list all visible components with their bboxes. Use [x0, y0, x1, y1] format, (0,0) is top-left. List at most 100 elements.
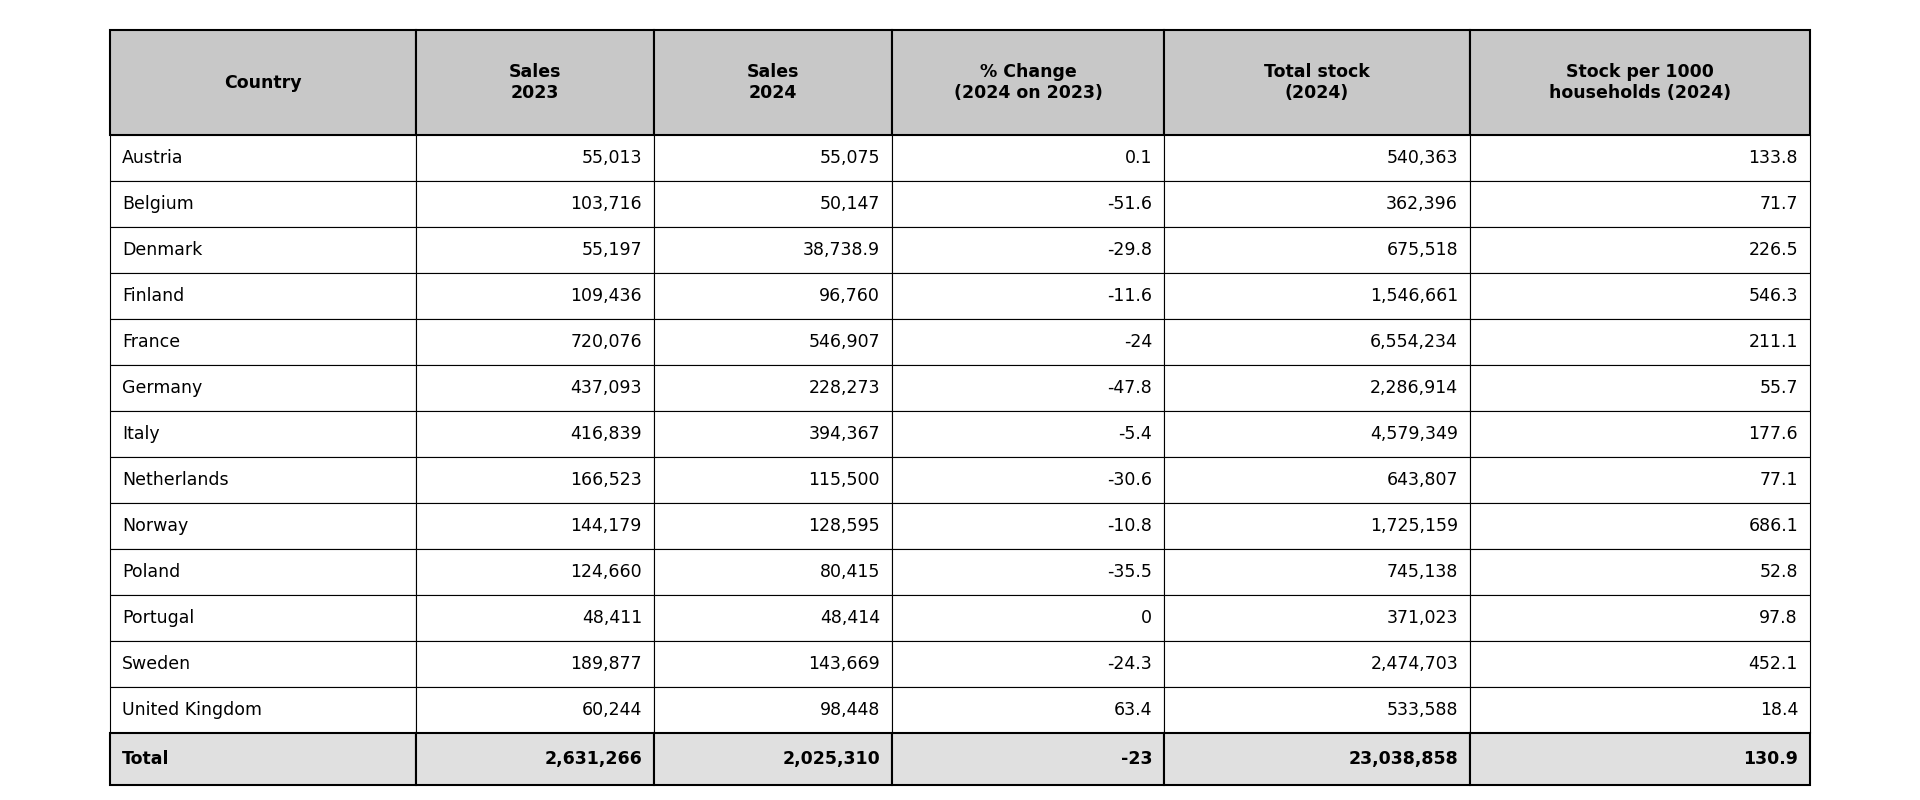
- Text: 55.7: 55.7: [1759, 379, 1797, 397]
- Bar: [893, 733, 1164, 785]
- Text: -10.8: -10.8: [1108, 517, 1152, 535]
- Text: -29.8: -29.8: [1108, 241, 1152, 259]
- Text: 177.6: 177.6: [1749, 425, 1797, 443]
- Bar: [1471, 641, 1811, 687]
- Bar: [655, 641, 893, 687]
- Text: 546.3: 546.3: [1749, 287, 1797, 305]
- Text: 0: 0: [1140, 609, 1152, 627]
- Text: -5.4: -5.4: [1117, 425, 1152, 443]
- Bar: [109, 273, 417, 319]
- Bar: [1164, 503, 1471, 549]
- Text: Denmark: Denmark: [123, 241, 202, 259]
- Bar: [417, 549, 655, 595]
- Bar: [655, 549, 893, 595]
- Text: 362,396: 362,396: [1386, 195, 1457, 213]
- Text: 55,075: 55,075: [820, 149, 879, 167]
- Bar: [109, 503, 417, 549]
- Bar: [417, 595, 655, 641]
- Text: Total stock
(2024): Total stock (2024): [1263, 63, 1369, 102]
- Text: 745,138: 745,138: [1386, 563, 1457, 581]
- Text: 97.8: 97.8: [1759, 609, 1797, 627]
- Text: Country: Country: [225, 74, 301, 91]
- Bar: [655, 227, 893, 273]
- Text: -51.6: -51.6: [1108, 195, 1152, 213]
- Text: Sweden: Sweden: [123, 655, 192, 673]
- Bar: [109, 365, 417, 411]
- Text: 52.8: 52.8: [1759, 563, 1797, 581]
- Text: 0.1: 0.1: [1125, 149, 1152, 167]
- Text: 228,273: 228,273: [808, 379, 879, 397]
- Text: Portugal: Portugal: [123, 609, 194, 627]
- Text: France: France: [123, 333, 180, 351]
- Text: Netherlands: Netherlands: [123, 471, 228, 489]
- Text: 416,839: 416,839: [570, 425, 641, 443]
- Text: -24: -24: [1123, 333, 1152, 351]
- Bar: [655, 687, 893, 733]
- Bar: [893, 273, 1164, 319]
- Bar: [1471, 549, 1811, 595]
- Text: 38,738.9: 38,738.9: [803, 241, 879, 259]
- Text: Finland: Finland: [123, 287, 184, 305]
- Bar: [1471, 733, 1811, 785]
- Bar: [1164, 135, 1471, 181]
- Text: Poland: Poland: [123, 563, 180, 581]
- Text: 23,038,858: 23,038,858: [1348, 750, 1457, 768]
- Bar: [1471, 411, 1811, 457]
- Text: 144,179: 144,179: [570, 517, 641, 535]
- Text: -47.8: -47.8: [1108, 379, 1152, 397]
- Bar: [417, 687, 655, 733]
- Bar: [893, 319, 1164, 365]
- Bar: [1164, 30, 1471, 135]
- Text: 71.7: 71.7: [1759, 195, 1797, 213]
- Text: 1,725,159: 1,725,159: [1369, 517, 1457, 535]
- Text: 437,093: 437,093: [570, 379, 641, 397]
- Text: -24.3: -24.3: [1108, 655, 1152, 673]
- Bar: [893, 687, 1164, 733]
- Text: Total: Total: [123, 750, 169, 768]
- Text: 48,414: 48,414: [820, 609, 879, 627]
- Bar: [417, 227, 655, 273]
- Bar: [1164, 227, 1471, 273]
- Bar: [1471, 595, 1811, 641]
- Bar: [655, 319, 893, 365]
- Bar: [893, 503, 1164, 549]
- Bar: [417, 319, 655, 365]
- Text: Austria: Austria: [123, 149, 184, 167]
- Bar: [893, 549, 1164, 595]
- Text: 2,474,703: 2,474,703: [1371, 655, 1457, 673]
- Bar: [655, 365, 893, 411]
- Text: 60,244: 60,244: [582, 701, 641, 719]
- Text: Germany: Germany: [123, 379, 202, 397]
- Bar: [109, 135, 417, 181]
- Bar: [655, 595, 893, 641]
- Text: 1,546,661: 1,546,661: [1369, 287, 1457, 305]
- Text: 103,716: 103,716: [570, 195, 641, 213]
- Bar: [417, 135, 655, 181]
- Text: -35.5: -35.5: [1108, 563, 1152, 581]
- Bar: [1471, 30, 1811, 135]
- Bar: [893, 135, 1164, 181]
- Text: 55,197: 55,197: [582, 241, 641, 259]
- Bar: [893, 181, 1164, 227]
- Text: Stock per 1000
households (2024): Stock per 1000 households (2024): [1549, 63, 1732, 102]
- Bar: [417, 181, 655, 227]
- Text: 96,760: 96,760: [820, 287, 879, 305]
- Text: 540,363: 540,363: [1386, 149, 1457, 167]
- Bar: [1164, 733, 1471, 785]
- Bar: [893, 457, 1164, 503]
- Bar: [109, 733, 417, 785]
- Bar: [109, 181, 417, 227]
- Text: Sales
2023: Sales 2023: [509, 63, 561, 102]
- Bar: [1164, 365, 1471, 411]
- Bar: [417, 411, 655, 457]
- Bar: [417, 503, 655, 549]
- Bar: [109, 641, 417, 687]
- Bar: [417, 733, 655, 785]
- Text: 50,147: 50,147: [820, 195, 879, 213]
- Bar: [893, 641, 1164, 687]
- Text: 4,579,349: 4,579,349: [1371, 425, 1457, 443]
- Bar: [109, 687, 417, 733]
- Bar: [109, 595, 417, 641]
- Text: -23: -23: [1121, 750, 1152, 768]
- Text: 98,448: 98,448: [820, 701, 879, 719]
